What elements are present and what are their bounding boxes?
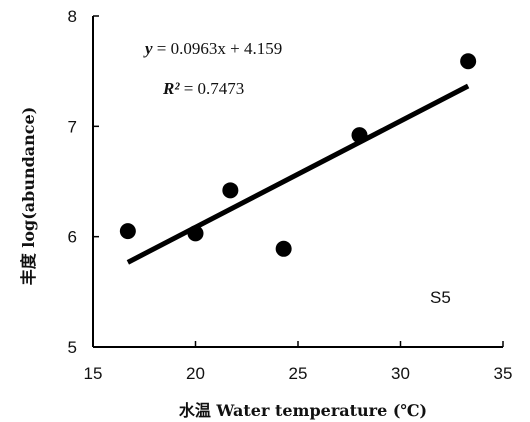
data-point — [187, 225, 204, 242]
y-tick-label: 6 — [68, 228, 77, 247]
data-point — [119, 223, 136, 240]
y-tick-label: 5 — [68, 338, 77, 357]
equation-rhs: = 0.0963x + 4.159 — [153, 39, 283, 58]
y-axis-title: 丰度 log(abundance) — [19, 107, 38, 286]
data-point — [222, 182, 239, 199]
r-squared-value: = 0.7473 — [179, 79, 244, 98]
regression-equation: y = 0.0963x + 4.159 — [143, 39, 282, 58]
equation-lhs: y — [143, 39, 153, 58]
data-points — [119, 53, 477, 257]
x-tick-label: 15 — [84, 364, 103, 383]
x-axis-title: 水温 Water temperature (℃) — [179, 401, 427, 420]
r-squared: R² = 0.7473 — [162, 79, 244, 98]
data-point — [275, 240, 292, 257]
data-point — [351, 127, 368, 144]
station-label: S5 — [430, 288, 451, 307]
trend-line — [126, 83, 470, 265]
y-axis-ticks: 5 6 7 8 — [68, 7, 99, 357]
data-point — [460, 53, 477, 70]
x-tick-label: 25 — [289, 364, 308, 383]
x-tick-label: 20 — [186, 364, 205, 383]
x-axis-ticks: 15 20 25 30 35 — [84, 341, 513, 383]
x-tick-label: 35 — [494, 364, 513, 383]
y-tick-label: 7 — [68, 117, 77, 136]
r-squared-label: R² — [162, 79, 180, 98]
y-tick-label: 8 — [68, 7, 77, 26]
x-tick-label: 30 — [391, 364, 410, 383]
